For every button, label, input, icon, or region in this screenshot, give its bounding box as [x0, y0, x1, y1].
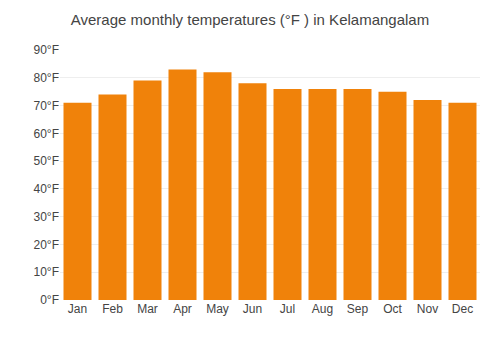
svg-text:Jun: Jun — [243, 302, 262, 316]
svg-text:Apr: Apr — [173, 302, 192, 316]
svg-text:Feb: Feb — [102, 302, 123, 316]
svg-text:Aug: Aug — [312, 302, 333, 316]
svg-text:80°F: 80°F — [34, 71, 59, 85]
svg-text:60°F: 60°F — [34, 127, 59, 141]
svg-text:40°F: 40°F — [34, 182, 59, 196]
svg-text:Dec: Dec — [452, 302, 473, 316]
svg-text:Jan: Jan — [68, 302, 87, 316]
svg-text:Sep: Sep — [347, 302, 369, 316]
svg-text:Jul: Jul — [280, 302, 295, 316]
svg-text:Oct: Oct — [383, 302, 402, 316]
svg-text:May: May — [206, 302, 229, 316]
svg-text:Nov: Nov — [417, 302, 438, 316]
svg-text:10°F: 10°F — [34, 265, 59, 279]
svg-text:90°F: 90°F — [34, 43, 59, 57]
svg-text:50°F: 50°F — [34, 154, 59, 168]
svg-text:Average monthly temperatures (: Average monthly temperatures (°F ) in Ke… — [71, 11, 429, 28]
svg-text:0°F: 0°F — [40, 293, 59, 307]
svg-text:Mar: Mar — [137, 302, 158, 316]
svg-text:20°F: 20°F — [34, 238, 59, 252]
svg-text:30°F: 30°F — [34, 210, 59, 224]
svg-text:70°F: 70°F — [34, 99, 59, 113]
